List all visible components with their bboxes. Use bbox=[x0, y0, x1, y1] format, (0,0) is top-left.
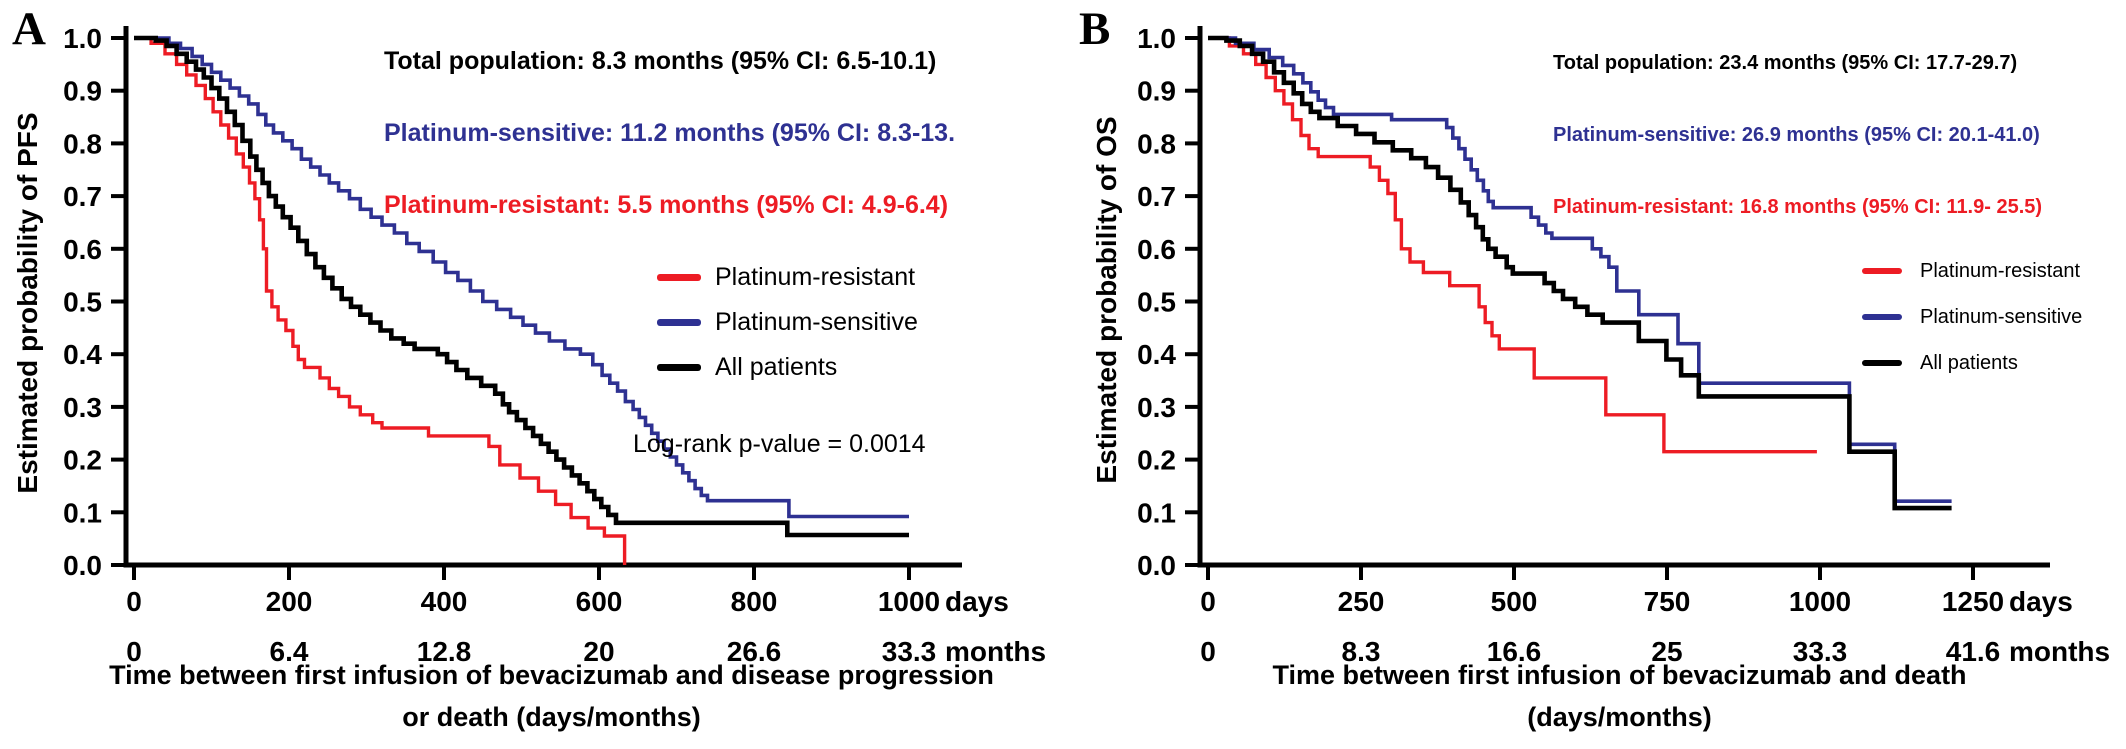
svg-text:0.6: 0.6 bbox=[63, 234, 102, 265]
annotation-platinum-sensitive: Platinum-sensitive: 26.9 months (95% CI:… bbox=[1553, 124, 2040, 146]
annotation-platinum-resistant: Platinum-resistant: 16.8 months (95% CI:… bbox=[1553, 196, 2043, 218]
km-plot-pfs: 0.0 0.1 0.2 0.3 0.4 0.5 0.6 0.7 0.8 0.9 1.0 0 0 200 6.… bbox=[63, 23, 1046, 667]
panel-b: B Estimated probability of OS 0.0 0.1 0.2 0… bbox=[1063, 0, 2126, 749]
svg-text:0.4: 0.4 bbox=[63, 339, 102, 370]
legend-item-label: Platinum-resistant bbox=[1920, 259, 2081, 282]
legend-item-platinum-resistant: Platinum-resistant bbox=[1862, 248, 2082, 294]
svg-text:0: 0 bbox=[126, 636, 142, 667]
svg-text:1000: 1000 bbox=[878, 586, 940, 617]
svg-text:16.6: 16.6 bbox=[1487, 636, 1542, 667]
svg-text:0.8: 0.8 bbox=[63, 128, 102, 159]
svg-text:months: months bbox=[2009, 636, 2110, 667]
annotation-total-population: Total population: 8.3 months (95% CI: 6.… bbox=[384, 47, 937, 75]
svg-text:1.0: 1.0 bbox=[63, 23, 102, 54]
svg-text:0.7: 0.7 bbox=[63, 181, 102, 212]
legend-item-platinum-sensitive: Platinum-sensitive bbox=[1862, 294, 2082, 340]
svg-text:0.9: 0.9 bbox=[63, 76, 102, 107]
panel-b-letter: B bbox=[1079, 3, 1111, 55]
logrank-pvalue-note: Log-rank p-value = 0.0014 bbox=[633, 430, 926, 458]
annotation-platinum-resistant: Platinum-resistant: 5.5 months (95% CI: … bbox=[384, 191, 949, 219]
svg-text:0.4: 0.4 bbox=[1137, 339, 1176, 370]
svg-text:days: days bbox=[945, 586, 1009, 617]
svg-text:1000: 1000 bbox=[1789, 586, 1851, 617]
svg-text:25: 25 bbox=[1651, 636, 1682, 667]
x-caption-line-2: (days/months) bbox=[1527, 702, 1712, 732]
svg-text:33.3: 33.3 bbox=[882, 636, 937, 667]
svg-text:600: 600 bbox=[576, 586, 623, 617]
legend-line-swatch-blue bbox=[1862, 314, 1902, 320]
svg-text:0: 0 bbox=[1200, 586, 1216, 617]
svg-text:0.2: 0.2 bbox=[1137, 445, 1176, 476]
svg-text:20: 20 bbox=[583, 636, 614, 667]
svg-text:0.1: 0.1 bbox=[63, 497, 102, 528]
legend-item-platinum-resistant: Platinum-resistant bbox=[657, 255, 918, 300]
svg-text:months: months bbox=[945, 636, 1046, 667]
svg-text:1.0: 1.0 bbox=[1137, 23, 1176, 54]
svg-text:0.0: 0.0 bbox=[63, 550, 102, 581]
svg-text:0.8: 0.8 bbox=[1137, 128, 1176, 159]
legend-item-label: All patients bbox=[1920, 351, 2018, 374]
svg-text:0: 0 bbox=[1200, 636, 1216, 667]
svg-text:12.8: 12.8 bbox=[417, 636, 472, 667]
annotation-total-population: Total population: 23.4 months (95% CI: 1… bbox=[1553, 52, 2018, 74]
svg-text:41.6: 41.6 bbox=[1946, 636, 2001, 667]
x-caption-line-1: Time between first infusion of bevacizum… bbox=[109, 660, 994, 690]
svg-text:0: 0 bbox=[126, 586, 142, 617]
svg-text:0.3: 0.3 bbox=[1137, 392, 1176, 423]
km-plot-os: 0.0 0.1 0.2 0.3 0.4 0.5 0.6 0.7 0.8 0.9 1.0 0 0 250 8.… bbox=[1137, 23, 2110, 667]
svg-text:750: 750 bbox=[1644, 586, 1691, 617]
x-caption-line-2: or death (days/months) bbox=[402, 702, 701, 732]
legend-item-all-patients: All patients bbox=[657, 345, 918, 390]
svg-text:0.3: 0.3 bbox=[63, 392, 102, 423]
legend-item-label: Platinum-resistant bbox=[715, 263, 916, 291]
svg-text:0.7: 0.7 bbox=[1137, 181, 1176, 212]
annotation-platinum-sensitive: Platinum-sensitive: 11.2 months (95% CI:… bbox=[384, 119, 956, 147]
x-caption-line-1: Time between first infusion of bevacizum… bbox=[1272, 660, 1967, 690]
svg-text:26.6: 26.6 bbox=[727, 636, 782, 667]
svg-text:0.5: 0.5 bbox=[63, 287, 102, 318]
panel-a-letter: A bbox=[12, 3, 46, 55]
svg-text:250: 250 bbox=[1338, 586, 1385, 617]
svg-text:0.6: 0.6 bbox=[1137, 234, 1176, 265]
legend-item-all-patients: All patients bbox=[1862, 340, 2082, 386]
svg-text:500: 500 bbox=[1491, 586, 1538, 617]
svg-text:0.9: 0.9 bbox=[1137, 76, 1176, 107]
panel-a: A Estimated probability of PFS 0.0 0.1 0.2… bbox=[12, 3, 1046, 732]
legend-line-swatch-blue bbox=[657, 319, 701, 326]
legend: Platinum-resistant Platinum-sensitive Al… bbox=[1862, 248, 2082, 386]
svg-text:0.1: 0.1 bbox=[1137, 497, 1176, 528]
svg-text:6.4: 6.4 bbox=[270, 636, 309, 667]
legend-item-label: Platinum-sensitive bbox=[1920, 305, 2083, 328]
svg-text:8.3: 8.3 bbox=[1342, 636, 1381, 667]
svg-text:0.5: 0.5 bbox=[1137, 287, 1176, 318]
svg-text:1250: 1250 bbox=[1942, 586, 2004, 617]
svg-text:days: days bbox=[2009, 586, 2073, 617]
svg-text:0.2: 0.2 bbox=[63, 445, 102, 476]
legend-item-platinum-sensitive: Platinum-sensitive bbox=[657, 300, 918, 345]
legend-line-swatch-black bbox=[657, 364, 701, 371]
legend: Platinum-resistant Platinum-sensitive Al… bbox=[657, 255, 918, 390]
svg-text:800: 800 bbox=[731, 586, 778, 617]
legend-line-swatch-red bbox=[657, 274, 701, 281]
legend-line-swatch-black bbox=[1862, 360, 1902, 366]
svg-text:0.0: 0.0 bbox=[1137, 550, 1176, 581]
legend-item-label: All patients bbox=[715, 353, 838, 381]
svg-text:33.3: 33.3 bbox=[1793, 636, 1848, 667]
svg-text:200: 200 bbox=[266, 586, 313, 617]
legend-line-swatch-red bbox=[1862, 268, 1902, 274]
legend-item-label: Platinum-sensitive bbox=[715, 308, 918, 336]
svg-text:400: 400 bbox=[421, 586, 468, 617]
